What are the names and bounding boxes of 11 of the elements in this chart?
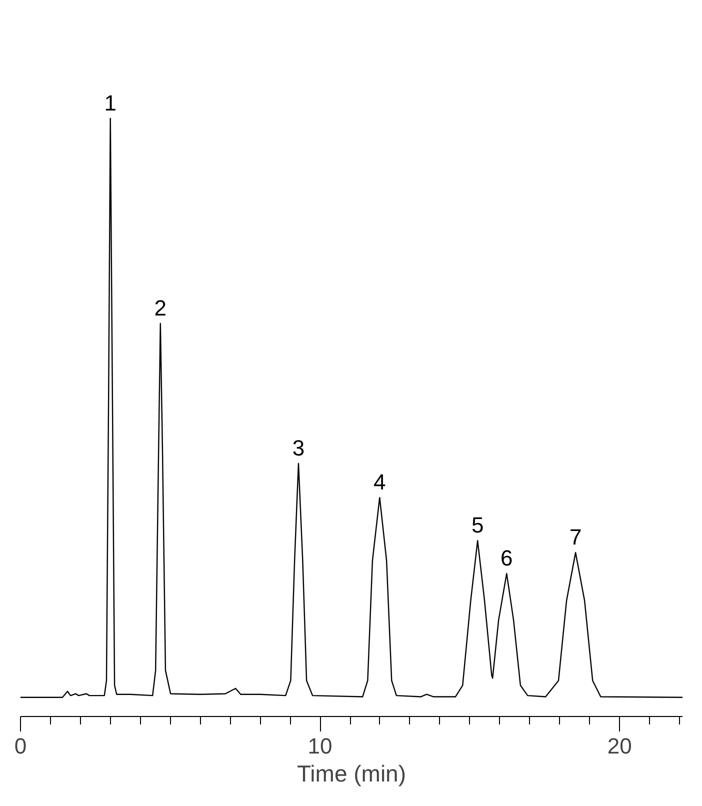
annotation: 5 xyxy=(471,512,484,538)
x-tick-label: 10 xyxy=(308,734,332,758)
annotation: 1 xyxy=(104,90,116,116)
x-axis-title: Time (min) xyxy=(296,760,406,786)
annotation: 4 xyxy=(374,470,386,495)
x-tick-label: 20 xyxy=(607,734,632,758)
annotation: 2 xyxy=(154,295,167,320)
annotation: 6 xyxy=(500,546,513,571)
annotation: 7 xyxy=(569,524,582,550)
x-tick-label: 0 xyxy=(14,734,27,758)
annotation: 3 xyxy=(292,435,305,460)
